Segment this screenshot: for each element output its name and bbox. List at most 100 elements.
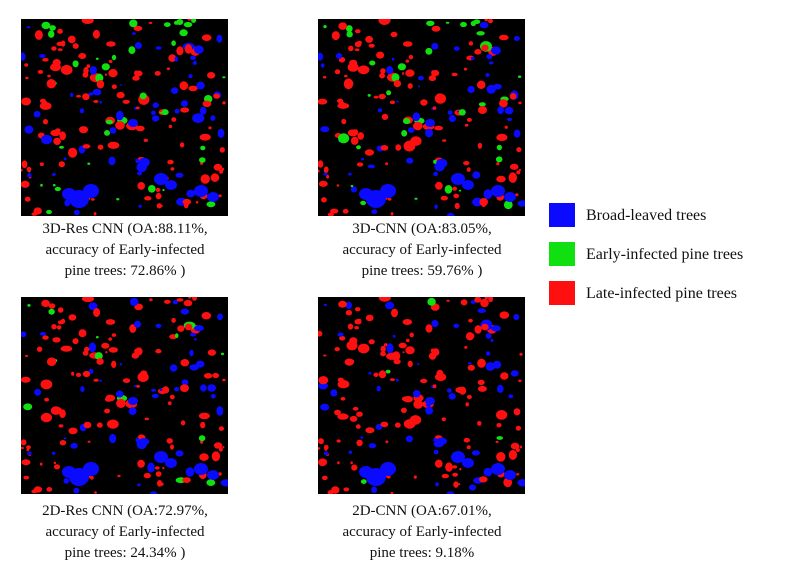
tree-crown <box>409 332 414 338</box>
tree-crown <box>111 360 117 368</box>
tree-crown <box>459 467 462 471</box>
caption-line-1: 2D-CNN (OA:67.01%, <box>352 503 492 519</box>
tree-crown <box>378 19 391 25</box>
tree-crown <box>60 64 73 75</box>
tree-crown <box>470 300 476 304</box>
tree-crown <box>445 462 453 472</box>
tree-crown <box>518 379 522 383</box>
caption-line-3: pine trees: 9.18% <box>369 545 475 561</box>
tree-crown <box>23 475 30 480</box>
tree-crown <box>70 92 74 97</box>
tree-crown <box>198 412 210 420</box>
broad-leaved-cluster <box>491 185 505 197</box>
tree-crown <box>83 67 89 75</box>
caption-line-2: accuracy of Early-infected <box>45 524 205 540</box>
tree-crown <box>162 466 165 470</box>
broad-leaved-cluster <box>207 192 219 202</box>
tree-crown <box>52 172 56 177</box>
tree-crown <box>440 195 448 201</box>
broad-leaved-cluster <box>128 119 138 127</box>
tree-crown <box>497 106 504 115</box>
tree-crown <box>420 378 428 384</box>
tree-crown <box>155 192 162 200</box>
tree-crown <box>320 63 325 68</box>
tree-crown <box>495 440 499 443</box>
tree-crown <box>144 196 152 201</box>
tree-crown <box>513 129 521 138</box>
tree-crown <box>149 491 158 494</box>
tree-crown <box>373 95 379 99</box>
tree-crown <box>159 388 163 391</box>
tree-crown <box>116 91 125 99</box>
tree-crown <box>188 85 198 92</box>
tree-crown <box>446 299 450 302</box>
tree-crown <box>464 345 468 349</box>
tree-crown <box>211 451 221 462</box>
tree-crown <box>52 59 61 67</box>
tree-crown <box>105 351 108 354</box>
tree-crown <box>479 476 488 483</box>
caption-line-1: 3D-CNN (OA:83.05%, <box>352 221 492 237</box>
tree-crown <box>477 385 487 392</box>
tree-crown <box>53 461 57 465</box>
tree-crown <box>508 172 517 183</box>
tree-crown <box>96 358 104 365</box>
tree-crown <box>331 31 340 41</box>
tree-crown <box>73 487 80 494</box>
broad-leaved-cluster <box>451 451 465 463</box>
tree-crown <box>459 386 467 395</box>
tree-crown <box>210 115 216 121</box>
tree-crown <box>81 297 95 302</box>
tree-crown <box>360 436 364 439</box>
tree-crown <box>57 28 63 34</box>
broad-leaved-cluster <box>194 463 208 475</box>
tree-crown <box>485 73 490 77</box>
tree-crown <box>337 332 344 337</box>
tree-crown <box>477 308 486 314</box>
tree-crown <box>51 324 57 330</box>
tree-crown <box>451 72 458 77</box>
tree-crown <box>470 56 475 61</box>
tree-crown <box>101 63 110 71</box>
tree-crown <box>477 420 482 426</box>
tree-crown <box>364 149 374 156</box>
tree-crown <box>138 204 142 208</box>
tree-crown <box>218 426 224 431</box>
tree-crown <box>318 330 323 337</box>
tree-crown <box>137 459 145 468</box>
tree-crown <box>143 138 148 142</box>
tree-crown <box>57 48 63 52</box>
tree-crown <box>105 119 113 125</box>
caption-line-2: accuracy of Early-infected <box>342 524 502 540</box>
tree-crown <box>37 69 44 74</box>
tree-crown <box>143 472 151 479</box>
tree-crown <box>466 445 471 450</box>
tree-crown <box>496 162 500 166</box>
tree-crown <box>49 25 56 31</box>
broad-leaved-cluster <box>359 188 373 200</box>
tree-crown <box>431 25 441 32</box>
tree-crown <box>39 54 46 58</box>
tree-crown <box>356 145 361 150</box>
tree-crown <box>318 376 329 385</box>
tree-crown <box>403 118 411 125</box>
tree-crown <box>320 403 330 411</box>
tree-crown <box>26 445 31 450</box>
tree-crown <box>434 204 438 209</box>
tree-crown <box>473 19 481 24</box>
tree-crown <box>168 124 173 129</box>
tree-crown <box>474 297 482 303</box>
tree-crown <box>436 93 444 99</box>
tree-crown <box>192 297 197 301</box>
tree-crown <box>217 313 223 321</box>
tree-crown <box>354 319 362 325</box>
tree-crown <box>464 123 469 127</box>
tree-crown <box>458 189 462 192</box>
tree-crown <box>162 386 170 394</box>
tree-crown <box>219 147 225 153</box>
tree-crown <box>172 300 179 305</box>
tree-crown <box>208 126 212 130</box>
tree-crown <box>378 93 386 100</box>
tree-crown <box>346 31 353 38</box>
speckle-layer <box>21 297 228 494</box>
